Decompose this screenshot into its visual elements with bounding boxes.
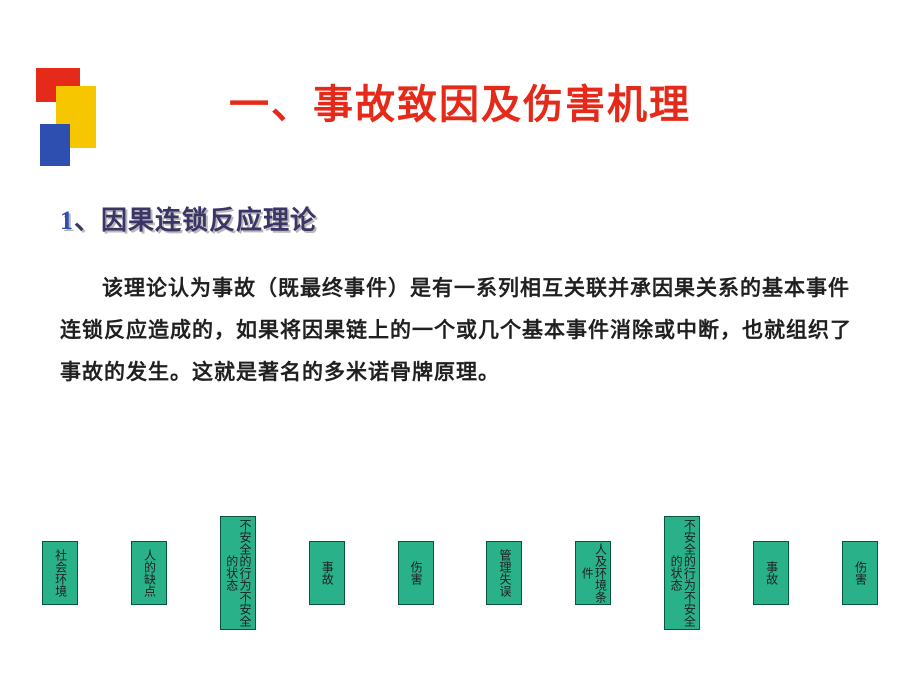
domino-label: 事故: [764, 561, 777, 585]
domino-label: 伤害: [853, 561, 866, 585]
subtitle-text: 、因果连锁反应理论: [74, 206, 317, 235]
domino-card: 人及环境条件: [575, 541, 611, 605]
domino-label: 人的缺点: [142, 549, 155, 597]
domino-label: 社会环境: [53, 549, 66, 597]
body-text: 该理论认为事故（既最终事件）是有一系列相互关联并承因果关系的基本事件连锁反应造成…: [60, 276, 852, 384]
domino-card: 管理失误: [486, 541, 522, 605]
domino-card: 伤害: [842, 541, 878, 605]
domino-label: 管理失误: [498, 549, 511, 597]
domino-card: 社会环境: [42, 541, 78, 605]
section-subtitle: 1、因果连锁反应理论 1、因果连锁反应理论: [60, 200, 860, 237]
domino-label: 事故: [320, 561, 333, 585]
domino-label: 不安全的行为不安全的状态: [669, 517, 695, 629]
domino-label: 伤害: [409, 561, 422, 585]
domino-label: 不安全的行为不安全的状态: [225, 517, 251, 629]
domino-card: 事故: [309, 541, 345, 605]
decor-block: [40, 124, 70, 166]
domino-card: 人的缺点: [131, 541, 167, 605]
title-text: 一、事故致因及伤害机理: [229, 83, 691, 127]
page-title: 一、事故致因及伤害机理: [60, 72, 860, 130]
subtitle-num: 1: [60, 206, 74, 235]
domino-label: 人及环境条件: [580, 542, 606, 604]
domino-card: 事故: [753, 541, 789, 605]
domino-card: 不安全的行为不安全的状态: [664, 516, 700, 630]
domino-row: 社会环境 人的缺点 不安全的行为不安全的状态 事故 伤害 管理失误 人及环境条件 不安全的行为…: [0, 516, 920, 630]
domino-card: 不安全的行为不安全的状态: [220, 516, 256, 630]
body-paragraph: 该理论认为事故（既最终事件）是有一系列相互关联并承因果关系的基本事件连锁反应造成…: [60, 267, 860, 393]
domino-card: 伤害: [398, 541, 434, 605]
